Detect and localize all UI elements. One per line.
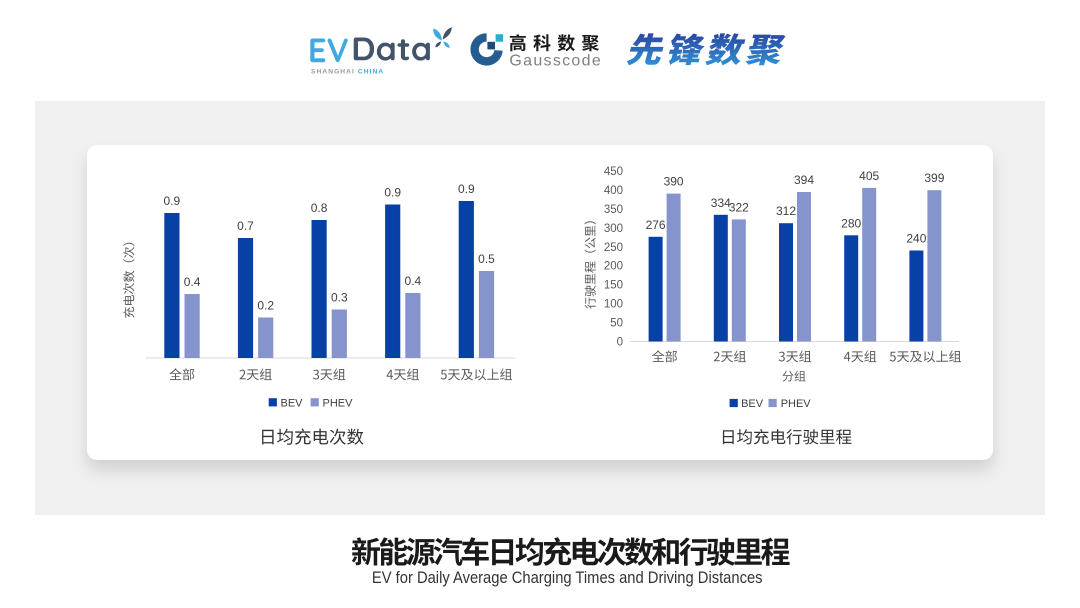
svg-text:450: 450 (604, 166, 623, 178)
svg-text:0.5: 0.5 (478, 252, 495, 266)
svg-text:280: 280 (841, 216, 861, 230)
svg-text:399: 399 (924, 171, 944, 185)
svg-text:250: 250 (604, 242, 623, 254)
svg-text:240: 240 (906, 232, 926, 246)
svg-text:0.9: 0.9 (164, 194, 181, 208)
svg-text:150: 150 (604, 280, 623, 292)
svg-text:0.8: 0.8 (311, 201, 328, 215)
svg-text:0.4: 0.4 (184, 275, 201, 289)
svg-text:390: 390 (664, 175, 684, 189)
svg-text:0.2: 0.2 (257, 299, 274, 313)
svg-text:312: 312 (776, 204, 796, 218)
svg-text:0.3: 0.3 (331, 291, 348, 305)
svg-text:100: 100 (604, 299, 623, 311)
svg-text:EV for Daily Average Charging: EV for Daily Average Charging Times and … (372, 569, 763, 587)
svg-text:BEV: BEV (281, 397, 304, 409)
svg-text:0: 0 (617, 337, 623, 349)
svg-text:300: 300 (604, 223, 623, 235)
svg-text:Gausscode: Gausscode (509, 52, 602, 69)
svg-text:0.4: 0.4 (405, 274, 422, 288)
svg-text:PHEV: PHEV (323, 397, 354, 409)
svg-text:400: 400 (604, 185, 623, 197)
svg-text:0.9: 0.9 (458, 182, 475, 196)
svg-text:50: 50 (610, 318, 623, 330)
svg-text:0.9: 0.9 (384, 186, 401, 200)
svg-text:200: 200 (604, 261, 623, 273)
svg-text:334: 334 (711, 196, 731, 210)
svg-text:BEV: BEV (741, 398, 764, 410)
svg-text:405: 405 (859, 169, 879, 183)
svg-text:SHANGHAI CHINA: SHANGHAI CHINA (311, 69, 384, 76)
svg-text:350: 350 (604, 204, 623, 216)
svg-text:PHEV: PHEV (781, 398, 812, 410)
svg-text:0.7: 0.7 (237, 219, 254, 233)
svg-text:322: 322 (729, 200, 749, 214)
svg-text:276: 276 (646, 218, 666, 232)
svg-text:394: 394 (794, 173, 814, 187)
